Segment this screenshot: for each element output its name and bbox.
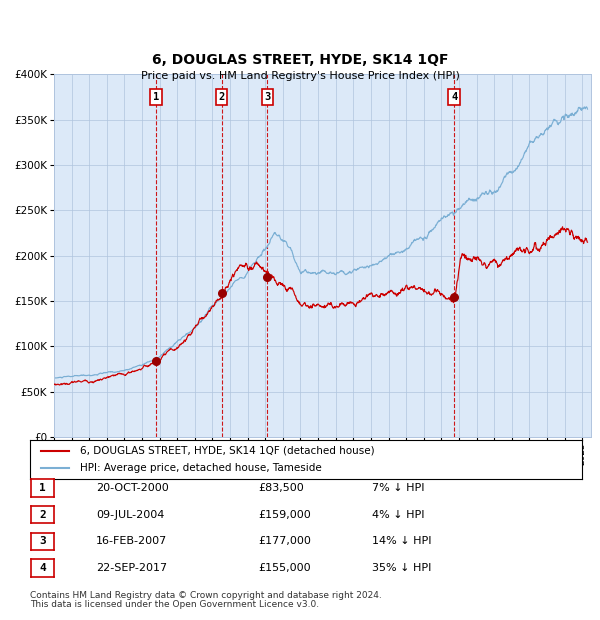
- Text: 2: 2: [218, 92, 225, 102]
- Text: 35% ↓ HPI: 35% ↓ HPI: [372, 563, 431, 573]
- Text: 22-SEP-2017: 22-SEP-2017: [96, 563, 167, 573]
- Text: 1: 1: [153, 92, 159, 102]
- Text: 4: 4: [451, 92, 457, 102]
- Text: 4: 4: [39, 563, 46, 573]
- Text: £155,000: £155,000: [258, 563, 311, 573]
- Text: This data is licensed under the Open Government Licence v3.0.: This data is licensed under the Open Gov…: [30, 600, 319, 609]
- Text: 6, DOUGLAS STREET, HYDE, SK14 1QF (detached house): 6, DOUGLAS STREET, HYDE, SK14 1QF (detac…: [80, 446, 374, 456]
- Text: 6, DOUGLAS STREET, HYDE, SK14 1QF: 6, DOUGLAS STREET, HYDE, SK14 1QF: [152, 53, 448, 67]
- Text: 14% ↓ HPI: 14% ↓ HPI: [372, 536, 431, 546]
- Text: 20-OCT-2000: 20-OCT-2000: [96, 483, 169, 493]
- Text: £159,000: £159,000: [258, 510, 311, 520]
- Text: 7% ↓ HPI: 7% ↓ HPI: [372, 483, 425, 493]
- Text: 4% ↓ HPI: 4% ↓ HPI: [372, 510, 425, 520]
- Text: 2: 2: [39, 510, 46, 520]
- Text: Price paid vs. HM Land Registry's House Price Index (HPI): Price paid vs. HM Land Registry's House …: [140, 71, 460, 81]
- Text: 16-FEB-2007: 16-FEB-2007: [96, 536, 167, 546]
- Text: £83,500: £83,500: [258, 483, 304, 493]
- Text: 09-JUL-2004: 09-JUL-2004: [96, 510, 164, 520]
- Text: 3: 3: [264, 92, 271, 102]
- Text: £177,000: £177,000: [258, 536, 311, 546]
- Text: HPI: Average price, detached house, Tameside: HPI: Average price, detached house, Tame…: [80, 463, 322, 473]
- Text: 1: 1: [39, 483, 46, 493]
- Text: 3: 3: [39, 536, 46, 546]
- Text: Contains HM Land Registry data © Crown copyright and database right 2024.: Contains HM Land Registry data © Crown c…: [30, 590, 382, 600]
